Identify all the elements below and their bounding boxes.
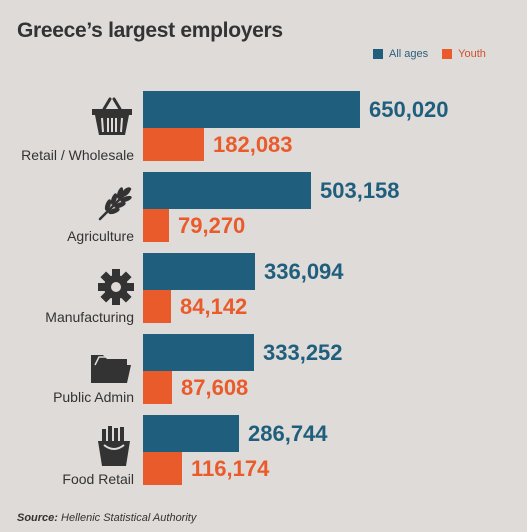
data-label-all-ages: 503,158 [320, 177, 400, 203]
gear-icon [97, 268, 135, 311]
bar-all-ages [143, 334, 254, 371]
bar-all-ages [143, 415, 239, 452]
category-label: Retail / Wholesale [21, 147, 134, 163]
bar-youth [143, 128, 204, 161]
category-label: Agriculture [67, 228, 134, 244]
bar-all-ages [143, 91, 360, 128]
category-label: Public Admin [53, 389, 134, 405]
chart-title: Greece’s largest employers [17, 19, 283, 42]
source-text: Hellenic Statistical Authority [61, 512, 197, 524]
bar-youth [143, 371, 172, 404]
bar-youth [143, 209, 169, 242]
bar-all-ages [143, 253, 255, 290]
legend-label-youth: Youth [458, 48, 486, 60]
data-label-youth: 182,083 [213, 131, 293, 157]
fries-icon [94, 425, 134, 472]
data-label-all-ages: 650,020 [369, 96, 449, 122]
legend-label-all-ages: All ages [389, 48, 429, 60]
data-label-youth: 84,142 [180, 293, 248, 319]
data-label-all-ages: 286,744 [248, 420, 328, 446]
legend-swatch-all-ages [373, 49, 383, 59]
legend-swatch-youth [442, 49, 453, 59]
category-label: Food Retail [62, 471, 134, 487]
source-prefix: Source: [17, 512, 58, 524]
legend-item-youth: Youth [442, 48, 486, 60]
bar-chart: Retail / Wholesale 650,020 182,083 Agricult… [21, 91, 449, 487]
data-label-all-ages: 333,252 [263, 339, 343, 365]
data-label-youth: 116,174 [191, 455, 270, 481]
legend-item-all-ages: All ages [373, 48, 428, 60]
data-label-all-ages: 336,094 [264, 258, 344, 284]
legend: All ages Youth [373, 48, 500, 60]
folder-icon [89, 351, 133, 390]
data-label-youth: 87,608 [181, 374, 249, 400]
basket-icon [90, 97, 134, 142]
bar-youth [143, 452, 182, 485]
category-label: Manufacturing [45, 309, 134, 325]
wheat-icon [96, 183, 136, 228]
bar-youth [143, 290, 171, 323]
data-label-youth: 79,270 [178, 212, 246, 238]
source-note: Source: Hellenic Statistical Authority [17, 512, 196, 524]
bar-all-ages [143, 172, 311, 209]
